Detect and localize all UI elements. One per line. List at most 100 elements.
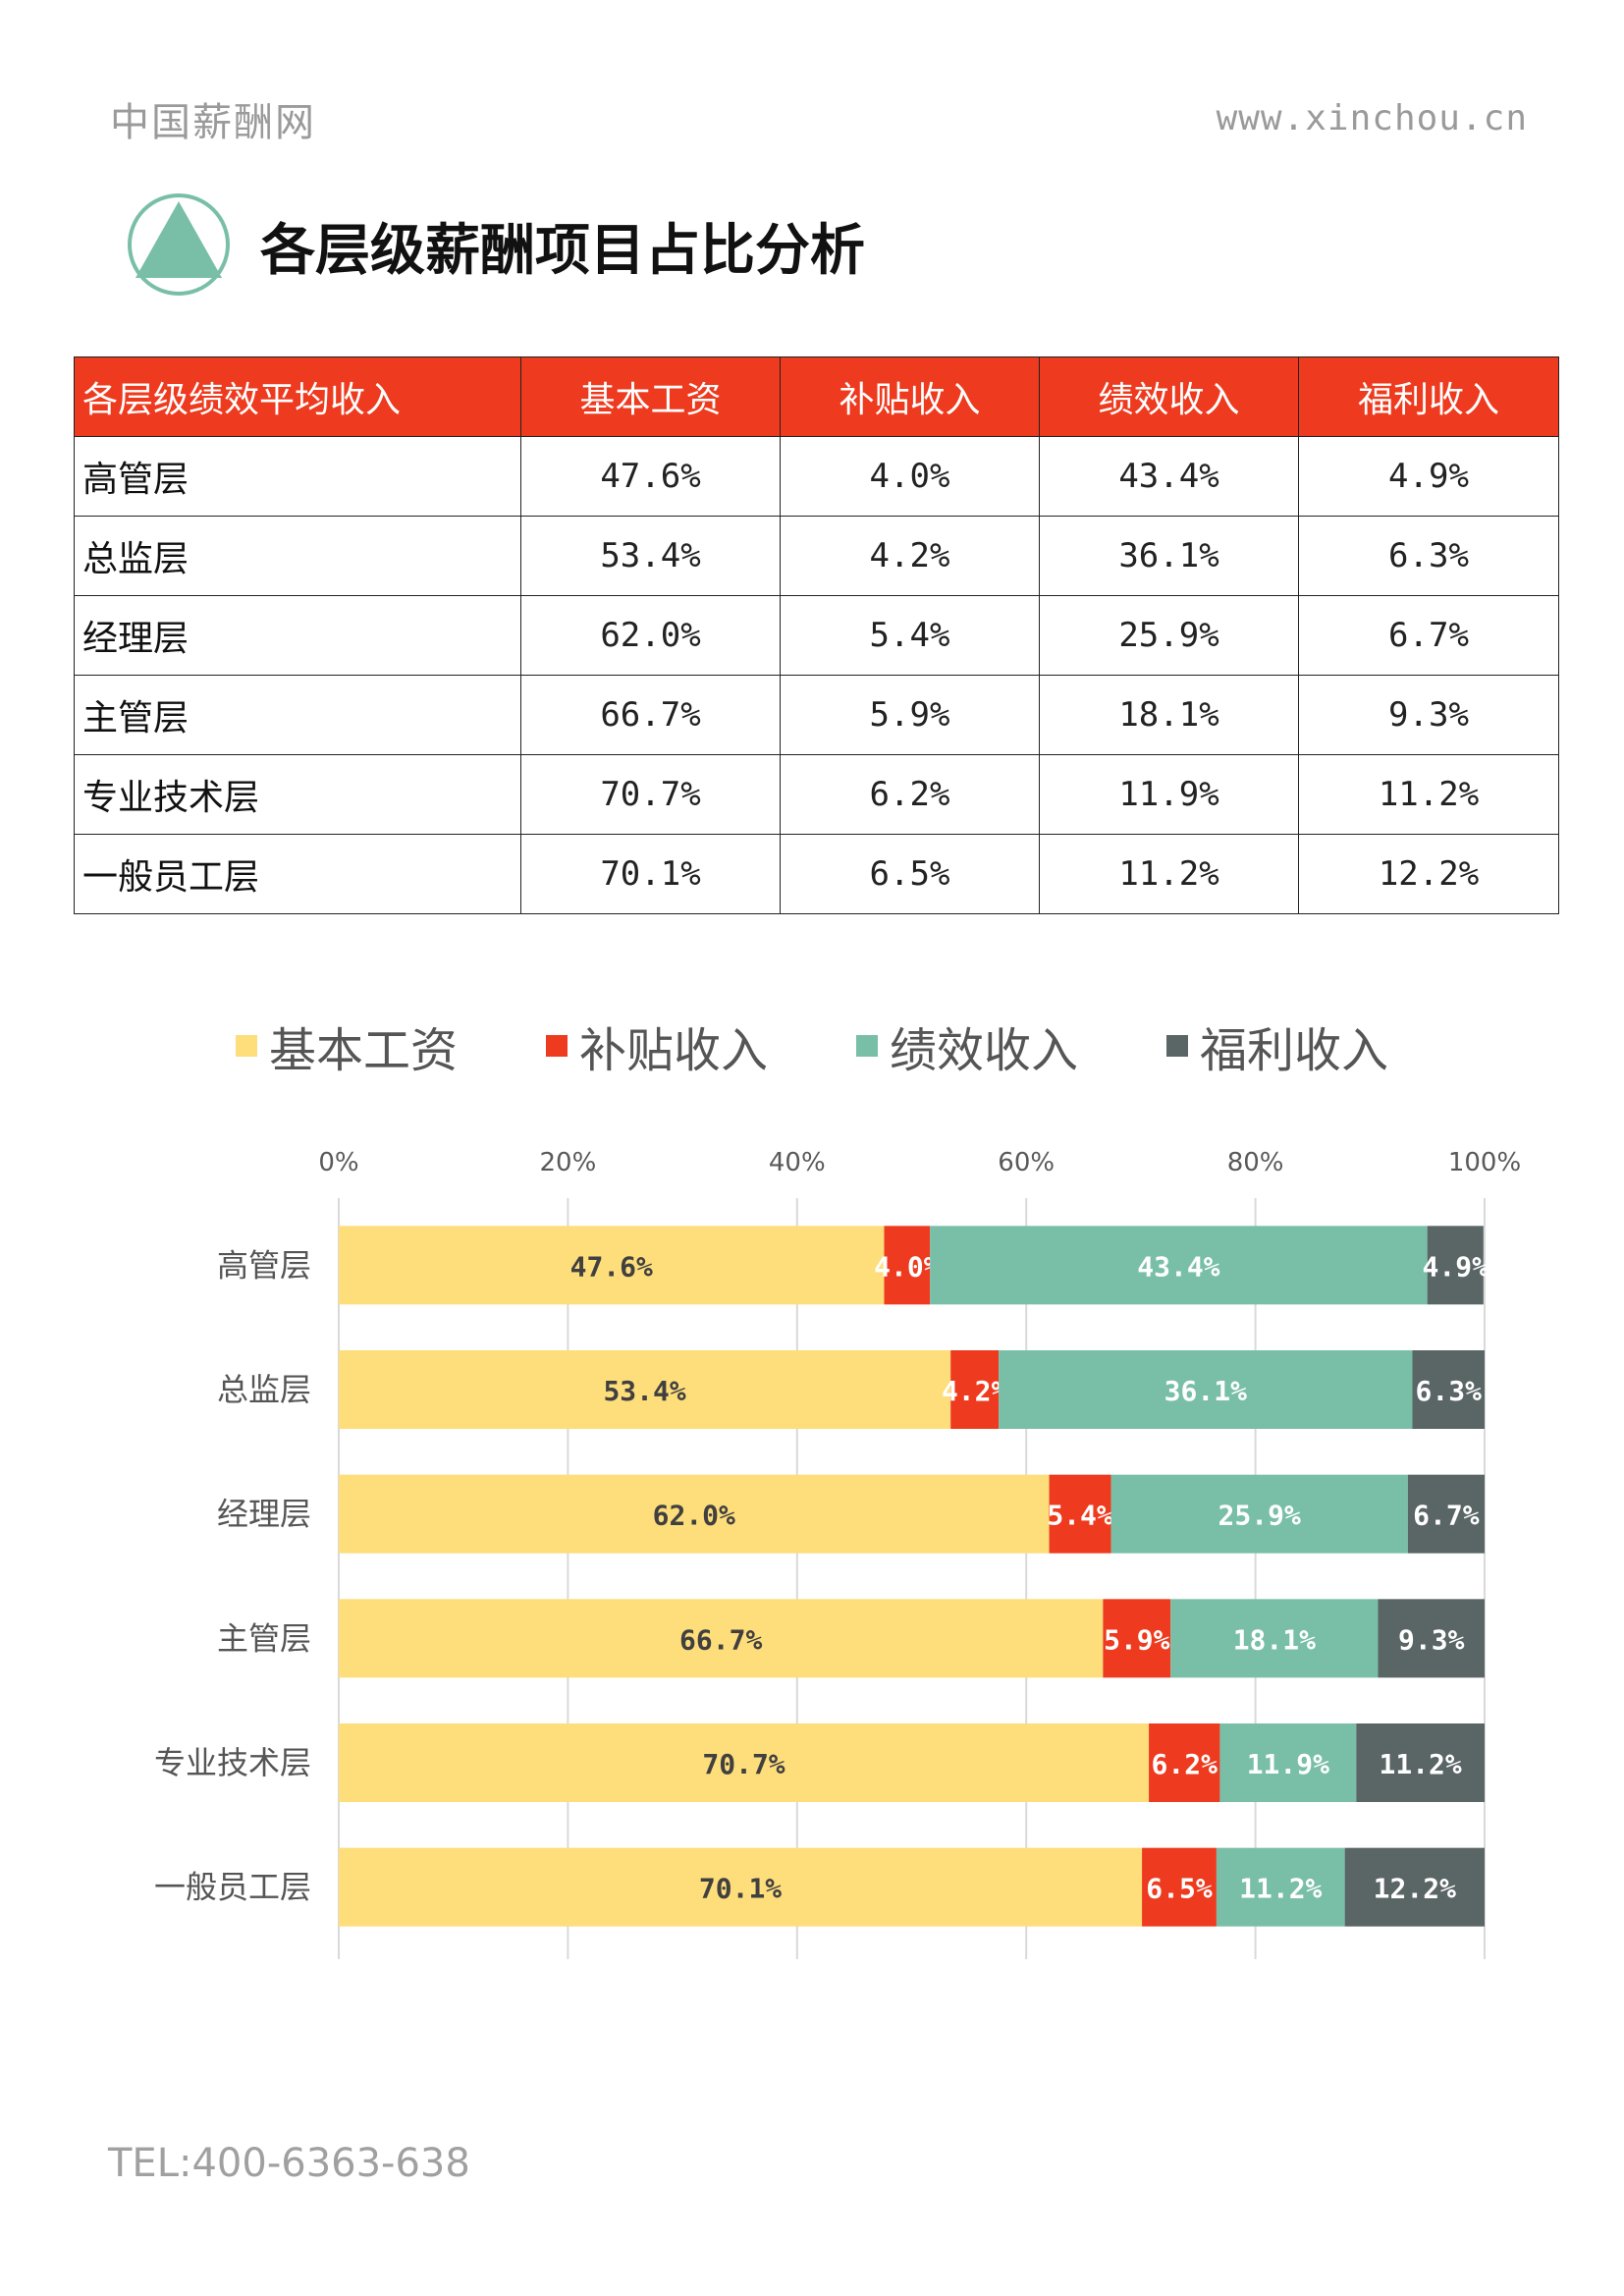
legend-item: 福利收入 — [1166, 1011, 1388, 1080]
bar-segment — [1219, 1723, 1357, 1802]
data-label: 12.2% — [1374, 1873, 1456, 1905]
legend-swatch — [856, 1035, 878, 1057]
chart-legend: 基本工资 补贴收入 绩效收入 福利收入 — [0, 1011, 1624, 1080]
table-cell: 70.7% — [520, 754, 781, 835]
category-label: 高管层 — [217, 1246, 311, 1284]
data-label: 53.4% — [603, 1375, 685, 1407]
table-cell: 62.0% — [520, 595, 781, 676]
table-cell: 66.7% — [520, 675, 781, 755]
x-tick-label: 20% — [540, 1148, 597, 1177]
table-row: 总监层 53.4% 4.2% 36.1% 6.3% — [74, 516, 1559, 596]
table-cell: 6.2% — [780, 754, 1040, 835]
x-tick-label: 0% — [318, 1148, 358, 1177]
table-cell: 53.4% — [520, 516, 781, 596]
legend-label: 补贴收入 — [578, 1023, 768, 1078]
table-header: 补贴收入 — [780, 356, 1040, 437]
table-cell: 专业技术层 — [74, 754, 521, 835]
site-url: www.xinchou.cn — [1216, 98, 1528, 138]
category-label: 经理层 — [217, 1496, 311, 1533]
table-cell: 36.1% — [1039, 516, 1299, 596]
data-label: 9.3% — [1398, 1623, 1465, 1656]
table-cell: 4.2% — [780, 516, 1040, 596]
category-label: 专业技术层 — [154, 1744, 311, 1781]
table-cell: 12.2% — [1298, 834, 1559, 914]
table-header: 绩效收入 — [1039, 356, 1299, 437]
data-label: 4.0% — [874, 1250, 941, 1283]
table-cell: 6.7% — [1298, 595, 1559, 676]
bar-segment — [339, 1847, 1143, 1927]
data-label: 66.7% — [679, 1623, 762, 1656]
bar-segment — [1049, 1474, 1111, 1554]
bar-segment — [339, 1474, 1050, 1554]
x-tick-label: 60% — [998, 1148, 1055, 1177]
legend-label: 福利收入 — [1200, 1023, 1389, 1078]
table-header: 基本工资 — [520, 356, 781, 437]
table-cell: 6.5% — [780, 834, 1040, 914]
legend-item: 基本工资 — [235, 1011, 458, 1080]
table-header: 各层级绩效平均收入 — [74, 356, 521, 437]
data-label: 36.1% — [1164, 1375, 1247, 1407]
bar-segment — [1142, 1847, 1217, 1927]
data-label: 6.2% — [1152, 1748, 1218, 1780]
table-cell: 9.3% — [1298, 675, 1559, 755]
table-cell: 4.0% — [780, 436, 1040, 517]
bar-segment — [1110, 1474, 1408, 1554]
x-tick-label: 80% — [1227, 1148, 1284, 1177]
table-cell: 总监层 — [74, 516, 521, 596]
legend-label: 绩效收入 — [890, 1023, 1079, 1078]
bar-segment — [1407, 1474, 1485, 1554]
table-cell: 11.2% — [1298, 754, 1559, 835]
table-cell: 43.4% — [1039, 436, 1299, 517]
bar-segment — [1216, 1847, 1345, 1927]
data-label: 6.7% — [1413, 1500, 1480, 1532]
table-cell: 70.1% — [520, 834, 781, 914]
table-row: 一般员工层 70.1% 6.5% 11.2% 12.2% — [74, 834, 1559, 914]
page-title: 各层级薪酬项目占比分析 — [260, 219, 865, 283]
x-tick-label: 40% — [769, 1148, 826, 1177]
footer-tel: TEL:400-6363-638 — [108, 2141, 470, 2186]
bar-segment — [950, 1350, 1000, 1429]
table-row: 高管层 47.6% 4.0% 43.4% 4.9% — [74, 436, 1559, 517]
table-cell: 高管层 — [74, 436, 521, 517]
data-label: 11.2% — [1239, 1873, 1322, 1905]
table-cell: 6.3% — [1298, 516, 1559, 596]
table-cell: 18.1% — [1039, 675, 1299, 755]
data-label: 11.2% — [1379, 1748, 1461, 1780]
legend-swatch — [545, 1035, 568, 1057]
table-cell: 主管层 — [74, 675, 521, 755]
data-label: 6.3% — [1416, 1375, 1483, 1407]
table-cell: 4.9% — [1298, 436, 1559, 517]
data-label: 25.9% — [1218, 1500, 1301, 1532]
bar-segment — [1412, 1350, 1485, 1429]
data-label: 5.9% — [1104, 1623, 1170, 1656]
table-row: 主管层 66.7% 5.9% 18.1% 9.3% — [74, 675, 1559, 755]
data-label: 62.0% — [653, 1500, 735, 1532]
data-label: 11.9% — [1247, 1748, 1329, 1780]
legend-swatch — [1166, 1035, 1189, 1057]
legend-item: 补贴收入 — [545, 1011, 768, 1080]
bar-segment — [339, 1226, 885, 1305]
table-cell: 47.6% — [520, 436, 781, 517]
bar-segment — [1149, 1723, 1220, 1802]
table-header-row: 各层级绩效平均收入 基本工资 补贴收入 绩效收入 福利收入 — [74, 356, 1559, 437]
category-label: 主管层 — [217, 1619, 311, 1657]
ratio-table: 各层级绩效平均收入 基本工资 补贴收入 绩效收入 福利收入 高管层 47.6% … — [74, 356, 1559, 914]
bar-segment — [1378, 1599, 1485, 1678]
data-label: 5.4% — [1047, 1500, 1113, 1532]
brand-name: 中国薪酬网 — [110, 100, 316, 145]
data-label: 70.1% — [699, 1873, 782, 1905]
table-row: 专业技术层 70.7% 6.2% 11.9% 11.2% — [74, 754, 1559, 835]
table-cell: 5.4% — [780, 595, 1040, 676]
bar-segment — [930, 1226, 1428, 1305]
x-tick-label: 100% — [1448, 1148, 1521, 1177]
bar-segment — [1356, 1723, 1485, 1802]
legend-swatch — [235, 1035, 257, 1057]
table-cell: 5.9% — [780, 675, 1040, 755]
data-label: 70.7% — [702, 1748, 785, 1780]
bar-segment — [999, 1350, 1413, 1429]
data-label: 47.6% — [570, 1250, 653, 1283]
bar-segment — [339, 1599, 1104, 1678]
data-label: 4.2% — [942, 1375, 1008, 1407]
table-cell: 11.2% — [1039, 834, 1299, 914]
stacked-bar-chart: 0% 20% 40% 60% 80% 100% 高管层 47.6% 4.0% 43.4% 4.9% 总… — [154, 1148, 1521, 1959]
